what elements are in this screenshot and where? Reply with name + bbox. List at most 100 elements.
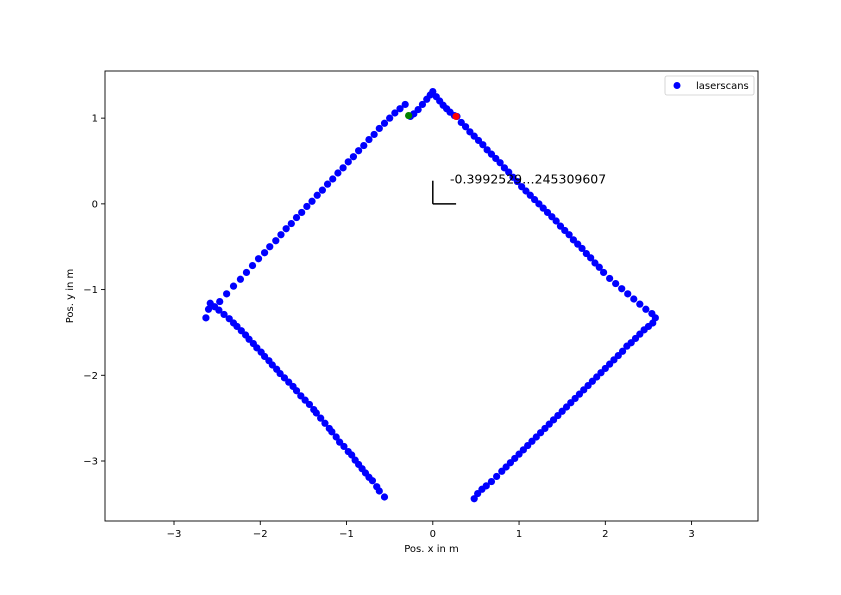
green-marker-point (405, 111, 413, 120)
scan-point (339, 164, 347, 172)
scan-point (223, 290, 231, 298)
scan-point (277, 231, 285, 239)
scan-point (642, 305, 650, 313)
scan-point (236, 275, 245, 283)
scan-point (487, 477, 496, 486)
scan-point (298, 208, 306, 217)
y-axis-label: Pos. y in m (65, 269, 76, 324)
x-tick-label: 2 (602, 529, 608, 540)
y-axis-ticks: 1 0 −1 −2 −3 (83, 114, 105, 468)
scan-point (370, 130, 378, 139)
scan-point (313, 191, 321, 199)
legend-entry-laserscans: laserscans (696, 81, 749, 92)
scan-point (429, 87, 437, 96)
x-tick-label: −3 (167, 529, 182, 540)
red-marker-point (452, 112, 460, 121)
scan-point (474, 489, 482, 498)
scan-point (396, 105, 404, 113)
y-tick-label: 1 (92, 114, 98, 125)
scan-point (260, 249, 269, 257)
scan-point (565, 231, 573, 239)
scan-point (310, 405, 318, 414)
scan-point (220, 310, 228, 319)
scan-point (321, 419, 329, 427)
scan-point (292, 213, 301, 222)
scan-point (391, 109, 399, 117)
scan-point (513, 177, 521, 186)
y-tick-label: 0 (92, 199, 98, 210)
legend-marker (673, 82, 681, 89)
orientation-indicator (432, 180, 457, 205)
scan-point (329, 175, 337, 183)
scan-point (386, 114, 394, 122)
scan-point (418, 100, 427, 109)
x-tick-label: −2 (253, 529, 268, 540)
y-tick-label: −1 (83, 285, 98, 296)
scan-point (266, 243, 274, 251)
scan-point (624, 290, 632, 298)
scan-point (303, 202, 311, 211)
scan-point (225, 315, 233, 323)
legend[interactable]: laserscans (664, 75, 755, 96)
scan-point (351, 456, 359, 464)
scan-point (349, 153, 358, 161)
scan-point (461, 123, 470, 131)
scan-point (599, 268, 608, 277)
x-axis-label: Pos. x in m (404, 544, 459, 555)
x-tick-label: 0 (430, 529, 436, 540)
scan-point (206, 299, 214, 307)
scan-point (334, 169, 342, 177)
scan-point (470, 495, 478, 503)
x-tick-label: 1 (516, 529, 522, 540)
scan-point (401, 100, 409, 109)
scan-point (587, 254, 595, 262)
y-tick-label: −2 (83, 371, 98, 382)
scan-point (344, 158, 352, 166)
scan-point (630, 295, 638, 303)
scan-point (498, 467, 506, 475)
scan-point (248, 261, 257, 270)
y-tick-label: −3 (83, 457, 98, 468)
scan-point (505, 168, 513, 176)
scan-point (414, 105, 422, 114)
scan-point (623, 342, 631, 350)
scan-point (595, 263, 603, 271)
scan-point (373, 483, 381, 491)
scan-point (552, 217, 560, 225)
scan-point (318, 186, 326, 194)
scan-point (325, 424, 333, 433)
scan-point (606, 274, 614, 283)
scan-point (308, 197, 316, 205)
scan-point (216, 297, 224, 306)
x-tick-label: −1 (339, 529, 354, 540)
scan-point (493, 472, 501, 481)
scan-point (229, 282, 238, 290)
heading-annotation: -0.3992529…245309607 (450, 171, 606, 186)
scan-point (360, 141, 368, 150)
scan-point (380, 493, 389, 501)
scan-point (317, 414, 325, 422)
scan-point (365, 135, 373, 144)
scan-point (496, 159, 504, 167)
scan-point (282, 225, 290, 233)
scan-point (479, 141, 487, 149)
scan-point (332, 433, 340, 441)
scan-point (287, 219, 295, 228)
scan-point (355, 147, 363, 155)
scan-point (618, 285, 626, 293)
scan-point (323, 180, 332, 188)
scan-point (242, 268, 251, 277)
scan-point (204, 305, 213, 313)
scan-point (202, 314, 210, 322)
scan-point (612, 279, 620, 288)
scan-point (578, 244, 586, 253)
scan-point (344, 447, 352, 456)
scan-point (297, 392, 305, 400)
plot-frame (104, 70, 759, 522)
x-axis-ticks: −3 −2 −1 0 1 2 3 (167, 521, 695, 540)
scan-point (254, 255, 263, 263)
x-tick-label: 3 (688, 529, 694, 540)
legend-box (664, 75, 755, 96)
